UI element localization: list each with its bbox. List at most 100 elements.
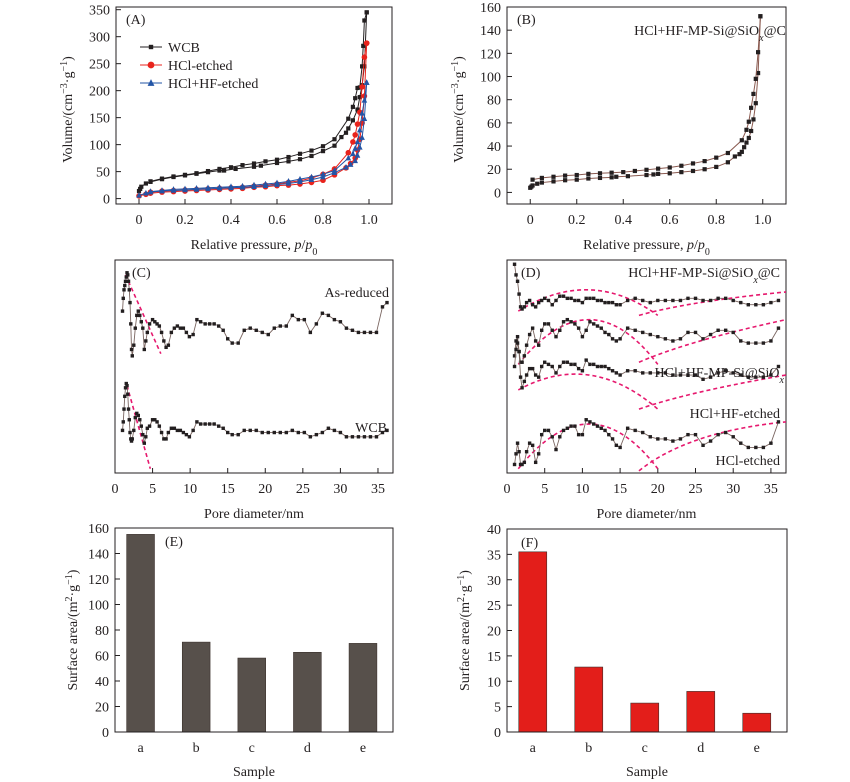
data-point (127, 418, 131, 422)
data-point (702, 159, 707, 164)
data-point (147, 61, 155, 69)
data-point (139, 320, 143, 324)
y-tick-label: 0 (102, 726, 109, 741)
data-point (350, 139, 356, 145)
data-point (625, 174, 630, 179)
data-point (126, 407, 131, 411)
data-point (573, 298, 577, 303)
x-tick-label: 30 (726, 482, 740, 497)
x-tick-label: a (530, 741, 537, 756)
guide-dashed-line (638, 374, 787, 410)
series-hcl-hf-mp-si-siox-c (528, 14, 763, 190)
data-point (522, 354, 527, 358)
data-point (731, 371, 735, 375)
data-point (530, 326, 535, 330)
data-point (147, 79, 155, 86)
data-point (550, 364, 554, 369)
data-point (663, 298, 668, 303)
data-point (558, 364, 562, 369)
series-as-reduced (120, 271, 389, 358)
data-point (558, 435, 562, 439)
x-tick-label: 30 (333, 482, 347, 497)
data-point (338, 430, 343, 435)
data-point (297, 151, 303, 156)
data-point (254, 428, 258, 433)
label-part: 0 (312, 247, 317, 258)
data-point (614, 443, 619, 448)
data-point (123, 394, 127, 399)
label-part: p (686, 238, 694, 253)
data-point (584, 296, 588, 301)
data-point (633, 428, 637, 433)
data-point (332, 317, 337, 322)
data-point (346, 116, 351, 121)
data-point (576, 326, 581, 330)
data-point (749, 105, 754, 110)
y-tick-label: 20 (487, 163, 501, 178)
y-tick-label: 60 (487, 117, 501, 132)
data-point (128, 430, 132, 435)
data-point (194, 171, 199, 176)
data-point (524, 300, 529, 305)
data-point (178, 428, 183, 433)
data-point (122, 407, 126, 411)
guide-dashed-line (638, 318, 787, 363)
data-point (172, 326, 177, 330)
data-point (162, 339, 166, 343)
data-point (198, 320, 203, 324)
data-point (761, 341, 766, 345)
data-point (744, 140, 749, 145)
data-point (286, 154, 291, 160)
data-point (230, 432, 234, 437)
series-label: WCB (355, 421, 387, 436)
data-point (129, 322, 133, 326)
data-point (138, 186, 143, 191)
data-point (739, 149, 744, 154)
data-point (599, 426, 603, 430)
data-point (344, 326, 349, 330)
data-point (285, 178, 292, 184)
data-point (164, 345, 168, 350)
data-point (535, 181, 540, 186)
data-point (148, 179, 153, 184)
data-point (539, 328, 544, 332)
data-point (667, 165, 672, 170)
data-point (326, 426, 331, 430)
data-point (746, 135, 751, 141)
panel-label: (D) (521, 266, 541, 281)
series-label: As-reduced (324, 286, 389, 301)
data-point (761, 445, 766, 450)
data-point (569, 362, 573, 367)
data-point (527, 366, 532, 371)
data-point (527, 298, 532, 303)
data-point (580, 432, 585, 437)
data-point (595, 364, 600, 369)
data-point (350, 150, 356, 157)
x-tick-label: 25 (689, 482, 703, 497)
data-point (362, 435, 367, 439)
data-point (512, 364, 517, 369)
data-point (251, 161, 257, 166)
data-point (157, 424, 162, 428)
data-point (350, 435, 355, 439)
data-point (739, 441, 743, 445)
data-point (618, 445, 622, 450)
data-point (723, 328, 728, 332)
data-point (362, 18, 367, 23)
data-point (769, 441, 773, 445)
data-point (314, 432, 319, 437)
data-point (607, 300, 611, 305)
data-point (739, 300, 743, 305)
data-point (515, 334, 520, 339)
data-point (701, 443, 705, 448)
data-point (686, 432, 690, 437)
y-tick-label: 20 (487, 625, 501, 640)
data-point (603, 364, 607, 369)
data-point (263, 159, 268, 164)
data-point (686, 330, 690, 335)
data-point (543, 360, 547, 364)
data-point (121, 420, 125, 424)
data-point (125, 271, 129, 275)
data-point (347, 161, 354, 167)
data-point (554, 447, 558, 452)
